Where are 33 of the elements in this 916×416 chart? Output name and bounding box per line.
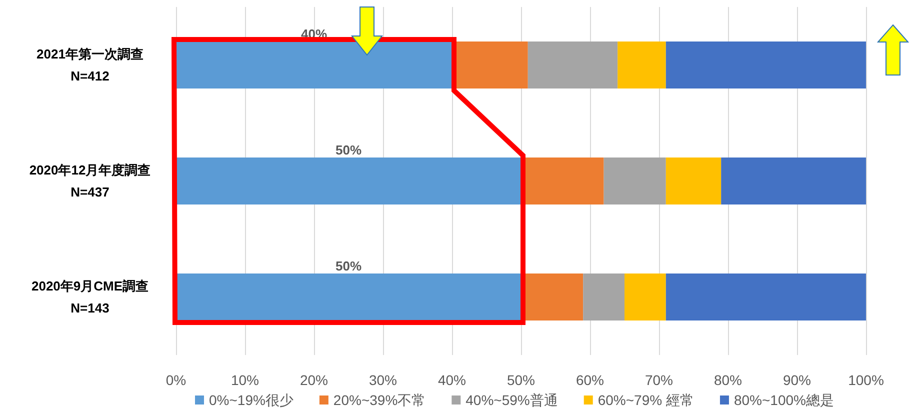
x-tick-label: 90% xyxy=(782,372,812,388)
bar xyxy=(176,274,521,320)
bar xyxy=(176,42,452,88)
y-tick-label: 2020年9月CME調查 N=143 xyxy=(31,278,149,316)
legend-label: 40%~59%普通 xyxy=(466,392,558,408)
y-tick-label: 2020年12月年度調查 N=437 xyxy=(29,162,151,200)
bar xyxy=(618,42,666,88)
bar xyxy=(528,42,618,88)
x-tick-label: 50% xyxy=(506,372,536,388)
x-tick-label: 70% xyxy=(644,372,674,388)
bar xyxy=(583,274,624,320)
bar xyxy=(666,158,722,204)
legend-label: 60%~79% 經常 xyxy=(598,392,694,408)
bar xyxy=(176,158,521,204)
bar xyxy=(604,158,666,204)
legend-label: 0%~19%很少 xyxy=(209,392,294,408)
x-tick-label: 10% xyxy=(230,372,260,388)
x-tick-label: 100% xyxy=(848,372,884,388)
y-tick-label: 2021年第一次調查 N=412 xyxy=(36,46,144,84)
x-tick-label: 0% xyxy=(166,372,186,388)
x-tick-label: 20% xyxy=(300,372,328,388)
x-tick-label: 40% xyxy=(438,372,466,388)
data-label: 50% xyxy=(335,258,362,274)
bar xyxy=(624,274,666,320)
x-tick-label: 30% xyxy=(368,372,398,388)
x-tick-label: 80% xyxy=(714,372,742,388)
x-tick-label: 60% xyxy=(576,372,604,388)
legend-label: 20%~39%不常 xyxy=(333,392,426,408)
bar xyxy=(666,274,866,320)
bar xyxy=(666,42,866,88)
legend-label: 80%~100%總是 xyxy=(734,392,834,408)
data-label: 50% xyxy=(335,142,362,158)
bar xyxy=(721,158,866,204)
